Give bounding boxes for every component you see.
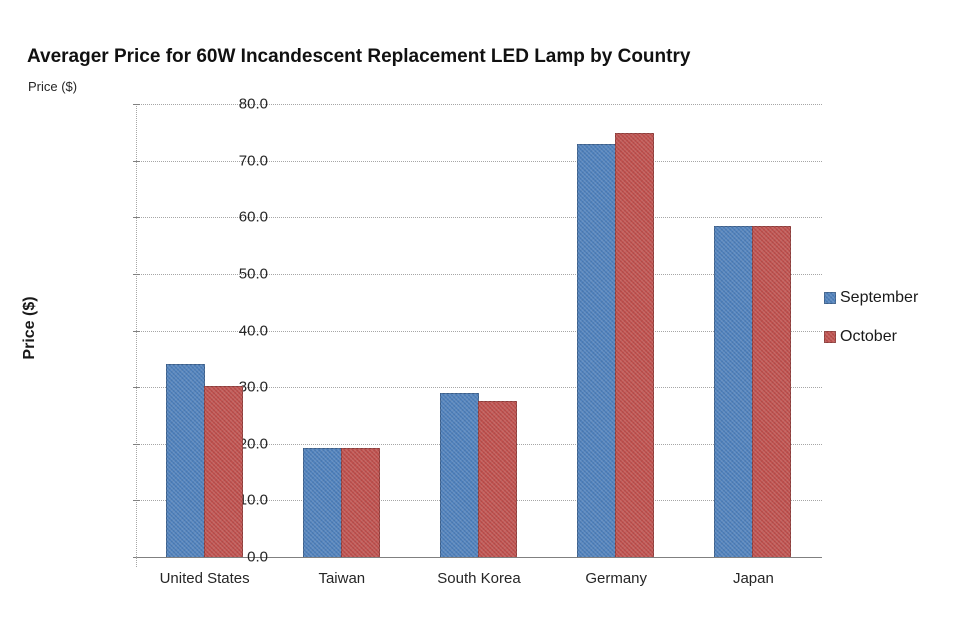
legend-swatch-icon [824,292,836,304]
y-axis-tick [133,500,140,502]
x-category-label: South Korea [437,570,521,587]
x-category-label: Taiwan [318,570,366,587]
gridline [136,104,822,105]
x-category-label: Germany [585,570,648,587]
y-tick-label: 50.0 [238,265,268,283]
y-axis-tick [133,217,140,219]
y-tick-label: 0.0 [247,548,268,566]
plot-area [133,104,822,567]
legend-item-september: September [824,289,918,307]
gridline [136,330,822,332]
bar-october-japan [752,225,792,557]
y-tick-label: 10.0 [238,491,268,509]
x-category-label: United States [159,570,250,587]
y-tick-label: 80.0 [238,95,268,113]
legend: September October [824,289,918,367]
y-tick-label: 20.0 [238,435,268,453]
bar-october-taiwan [340,447,380,557]
y-axis-title: Price ($) [21,296,38,360]
y-axis-tick [133,330,140,332]
legend-swatch-icon [824,331,836,343]
gridline [136,160,822,162]
y-axis-tick [133,387,140,389]
y-tick-label: 60.0 [238,208,268,226]
bar-september-south-korea [440,392,479,557]
bar-october-germany [615,132,655,557]
gridline [136,273,822,275]
axis-origin-tick [136,557,144,567]
bar-october-south-korea [478,401,517,557]
chart-title: Averager Price for 60W Incandescent Repl… [27,46,691,67]
x-axis-line [136,557,822,558]
bar-september-japan [714,226,754,557]
y-tick-label: 70.0 [238,152,268,170]
bar-september-germany [577,144,617,557]
y-axis-unit-label: Price ($) [28,79,78,94]
y-axis-tick [133,443,140,445]
bar-october-united-states [203,386,243,557]
y-tick-label: 30.0 [238,378,268,396]
y-tick-label: 40.0 [238,322,268,339]
y-axis-tick [133,160,140,162]
y-axis-tick [133,273,140,275]
legend-label: September [840,289,919,306]
bar-september-united-states [165,364,205,557]
x-category-label: Japan [732,570,774,587]
y-axis-tick [133,104,140,105]
bar-september-taiwan [302,448,342,557]
legend-item-october: October [824,328,918,346]
gridline [136,387,822,389]
gridline [136,217,822,219]
legend-label: October [840,328,897,345]
